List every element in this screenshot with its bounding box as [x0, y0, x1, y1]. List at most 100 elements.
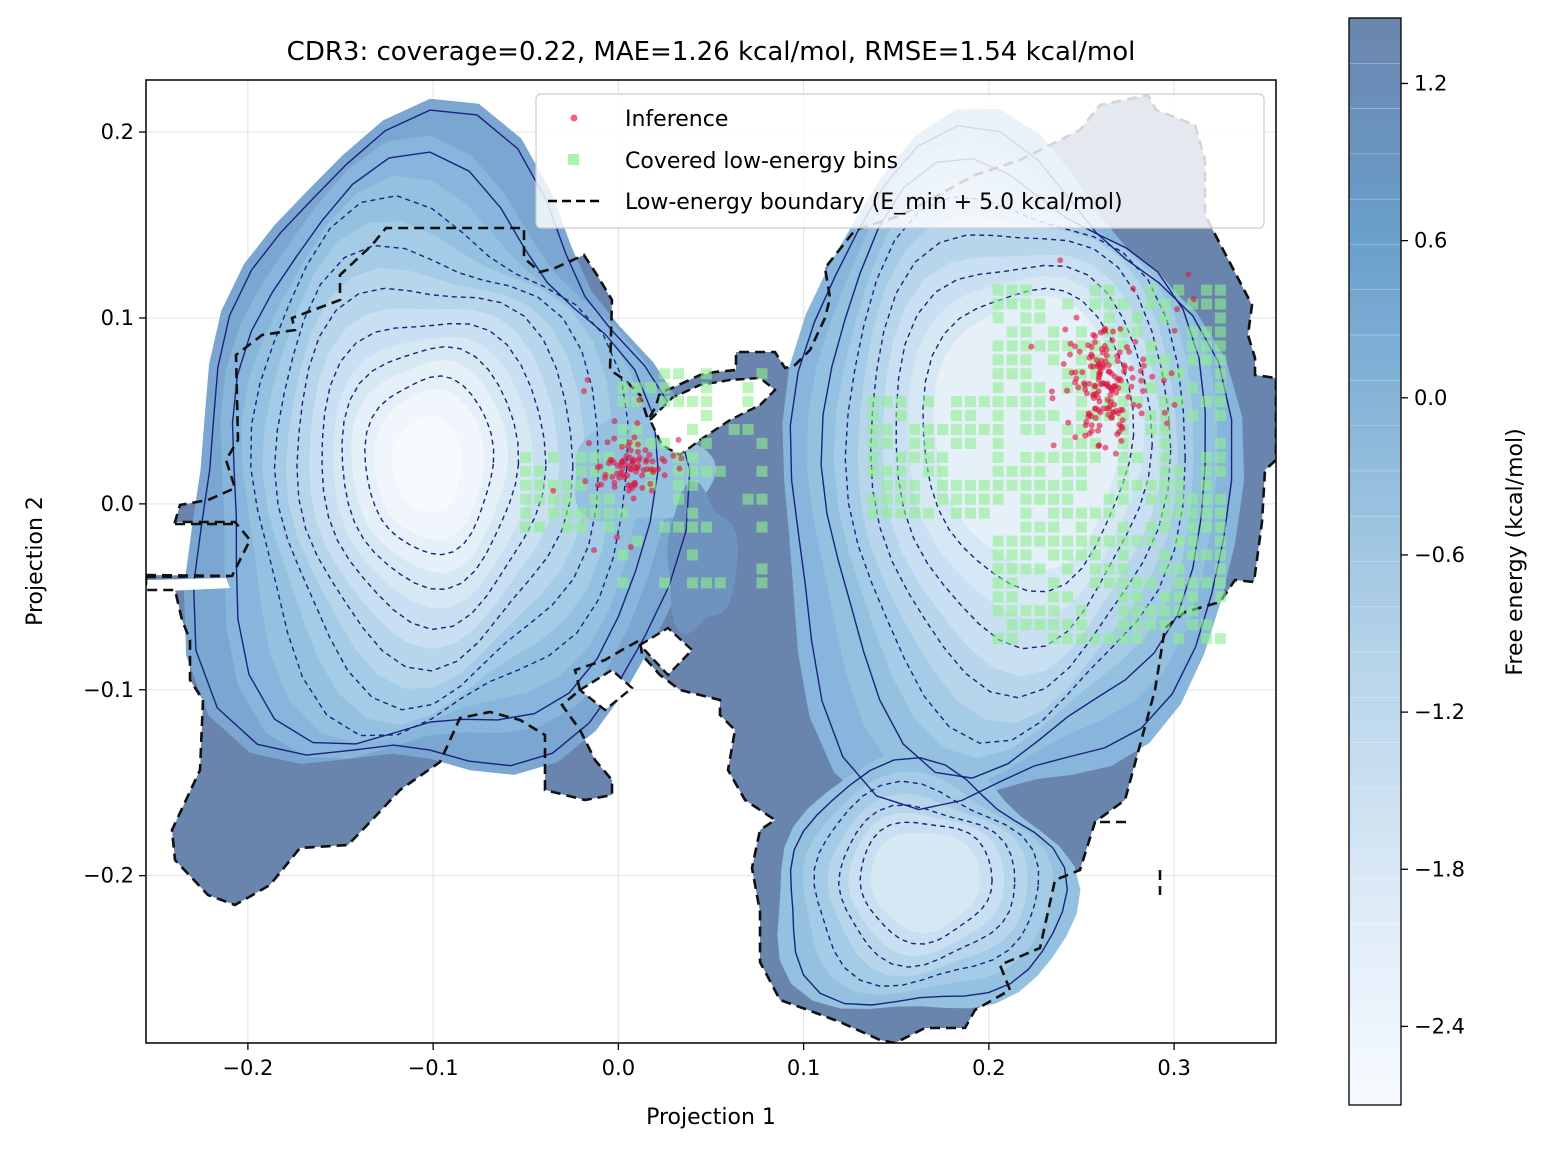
inference-point — [1117, 377, 1124, 384]
colorbar-tick-label: 1.2 — [1414, 71, 1447, 95]
inference-point — [1102, 327, 1109, 334]
covered-bin — [1187, 326, 1199, 338]
covered-bin — [895, 493, 907, 505]
inference-point — [611, 418, 618, 425]
inference-point — [649, 458, 656, 465]
inference-point — [1171, 327, 1178, 334]
energy-contour-line — [820, 157, 1206, 779]
covered-bin — [631, 535, 643, 547]
covered-bin — [1117, 479, 1129, 491]
covered-bin — [1020, 382, 1032, 394]
covered-bin — [1131, 396, 1143, 408]
covered-bin — [617, 382, 629, 394]
covered-bin — [909, 437, 921, 449]
covered-bin — [1062, 619, 1074, 631]
covered-bin — [1187, 507, 1199, 519]
covered-bin — [1075, 396, 1087, 408]
covered-bin — [659, 396, 671, 408]
covered-bin — [1006, 619, 1018, 631]
covered-bin — [1117, 465, 1129, 477]
covered-bin — [1020, 312, 1032, 324]
covered-bin — [1089, 633, 1101, 645]
covered-bin — [1048, 605, 1060, 617]
inference-point — [594, 464, 601, 471]
inference-point — [1065, 419, 1072, 426]
covered-bin — [1048, 633, 1060, 645]
inference-point — [639, 472, 646, 479]
covered-bin — [964, 424, 976, 436]
covered-bin — [1201, 479, 1213, 491]
inference-point — [1140, 362, 1147, 369]
covered-bin — [1089, 298, 1101, 310]
covered-bin — [742, 396, 754, 408]
colorbar-tick-label: 0.6 — [1414, 229, 1447, 253]
covered-bin — [1048, 354, 1060, 366]
plot-frame — [145, 79, 1277, 1044]
covered-bin — [1006, 549, 1018, 561]
covered-bin — [1103, 633, 1115, 645]
inference-point — [1096, 442, 1103, 449]
covered-bin — [700, 577, 712, 589]
covered-bin — [1075, 326, 1087, 338]
inference-point — [1073, 314, 1080, 321]
inference-point — [1067, 340, 1074, 347]
covered-bin — [909, 493, 921, 505]
covered-bin — [1159, 479, 1171, 491]
covered-bin — [686, 451, 698, 463]
legend-bins-marker — [568, 154, 579, 165]
covered-bin — [992, 424, 1004, 436]
inference-point — [639, 484, 646, 491]
covered-bin — [589, 507, 601, 519]
inference-point — [1072, 379, 1079, 386]
covered-bin — [1117, 605, 1129, 617]
covered-bin — [1117, 493, 1129, 505]
covered-bin — [950, 493, 962, 505]
covered-bin — [992, 284, 1004, 296]
covered-bin — [1006, 479, 1018, 491]
covered-bin — [1075, 507, 1087, 519]
covered-bin — [964, 437, 976, 449]
covered-bin — [1062, 437, 1074, 449]
covered-bin — [700, 382, 712, 394]
covered-bin — [992, 312, 1004, 324]
covered-bin — [923, 451, 935, 463]
covered-bin — [1201, 465, 1213, 477]
inference-point — [609, 473, 616, 480]
covered-bin — [1034, 521, 1046, 533]
covered-bin — [1187, 549, 1199, 561]
covered-bin — [617, 437, 629, 449]
colorbar-tick-label: −2.4 — [1414, 1014, 1465, 1038]
covered-bin — [923, 424, 935, 436]
covered-bin — [1145, 298, 1157, 310]
energy-contour-line — [341, 345, 520, 591]
covered-bin — [881, 424, 893, 436]
inference-point — [1118, 437, 1125, 444]
covered-bin — [1048, 479, 1060, 491]
covered-bin — [1020, 479, 1032, 491]
covered-bin — [1187, 619, 1199, 631]
inference-point — [1089, 353, 1096, 360]
covered-bin — [1006, 465, 1018, 477]
inference-point — [1098, 357, 1105, 364]
inference-point — [1114, 353, 1121, 360]
covered-bin — [1020, 396, 1032, 408]
covered-bin — [1159, 591, 1171, 603]
covered-bin — [534, 493, 546, 505]
inference-point — [676, 465, 683, 472]
covered-bin — [1214, 354, 1226, 366]
covered-bin — [1006, 326, 1018, 338]
covered-bin — [673, 479, 685, 491]
covered-bin — [1187, 340, 1199, 352]
inference-point — [582, 478, 589, 485]
covered-bin — [950, 424, 962, 436]
y-tick-label: 0.0 — [101, 492, 134, 516]
y-tick-label: −0.2 — [83, 864, 134, 888]
covered-bin — [1075, 410, 1087, 422]
covered-bin — [1020, 326, 1032, 338]
covered-bin — [1173, 465, 1185, 477]
inference-point — [1114, 431, 1121, 438]
inference-point — [1140, 387, 1147, 394]
covered-bin — [1214, 298, 1226, 310]
covered-bin — [1006, 605, 1018, 617]
covered-bin — [1173, 605, 1185, 617]
